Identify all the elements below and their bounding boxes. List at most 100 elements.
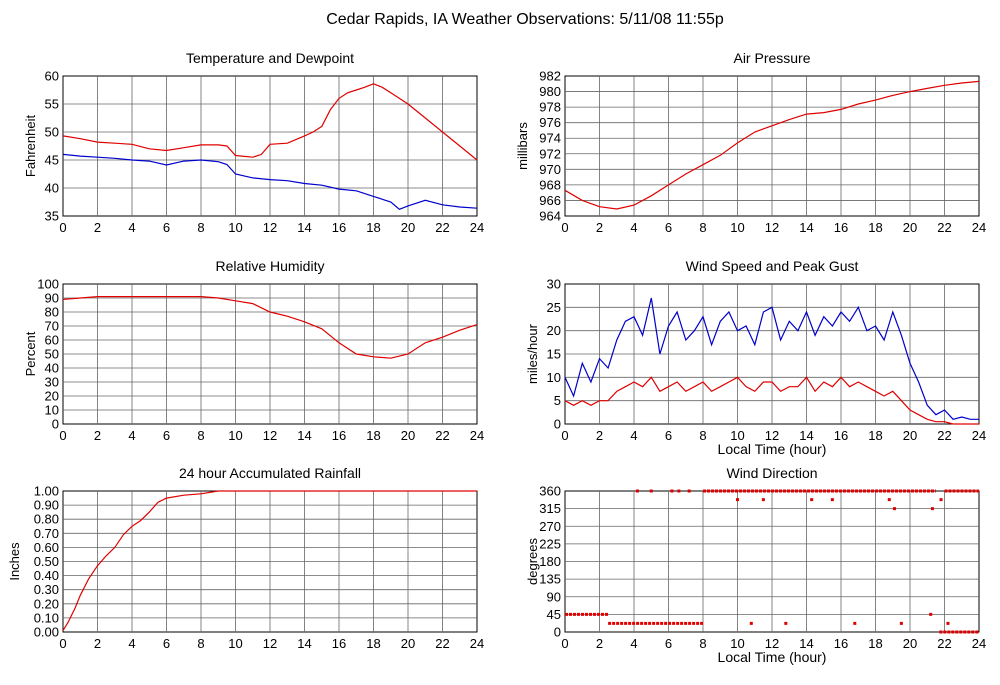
y-tick-label: 978 bbox=[539, 100, 561, 115]
x-tick-label: 20 bbox=[401, 220, 415, 235]
y-tick-label: 90 bbox=[547, 589, 561, 604]
y-tick-label: 0 bbox=[554, 417, 561, 432]
y-tick-label: 70 bbox=[45, 319, 59, 334]
y-tick-label: 40 bbox=[45, 181, 59, 196]
x-tick-label: 24 bbox=[972, 636, 986, 651]
y-tick-label: 360 bbox=[539, 484, 561, 499]
y-tick-label: 10 bbox=[45, 403, 59, 418]
x-tick-label: 8 bbox=[699, 428, 706, 443]
x-tick-label: 10 bbox=[730, 428, 744, 443]
x-tick-label: 2 bbox=[596, 220, 603, 235]
series-line-red bbox=[564, 80, 980, 210]
x-tick-label: 18 bbox=[868, 636, 882, 651]
y-tick-label: 225 bbox=[539, 536, 561, 551]
y-tick-label: 0.90 bbox=[34, 498, 59, 513]
x-tick-label: 4 bbox=[128, 636, 135, 651]
x-tick-label: 6 bbox=[163, 636, 170, 651]
x-tick-label: 8 bbox=[197, 636, 204, 651]
series-line-blue bbox=[564, 297, 979, 420]
x-tick-label: 14 bbox=[297, 428, 311, 443]
x-tick-label: 24 bbox=[470, 636, 484, 651]
direction-point bbox=[670, 489, 674, 493]
x-tick-label: 4 bbox=[630, 636, 637, 651]
y-tick-label: 0.70 bbox=[34, 526, 59, 541]
direction-point bbox=[830, 498, 834, 502]
y-tick-label: 35 bbox=[45, 209, 59, 224]
y-axis-label: Inches bbox=[7, 542, 22, 581]
y-tick-label: 5 bbox=[554, 393, 561, 408]
x-tick-label: 6 bbox=[665, 220, 672, 235]
x-tick-label: 10 bbox=[730, 636, 744, 651]
y-tick-label: 60 bbox=[45, 333, 59, 348]
x-tick-label: 14 bbox=[799, 636, 813, 651]
y-tick-label: 50 bbox=[45, 125, 59, 140]
x-tick-label: 24 bbox=[972, 428, 986, 443]
y-tick-label: 20 bbox=[45, 389, 59, 404]
x-tick-label: 14 bbox=[297, 636, 311, 651]
x-tick-label: 0 bbox=[59, 220, 66, 235]
x-tick-label: 24 bbox=[470, 428, 484, 443]
chart-pressure: 0 2 4 6 8 10 12 14 16 18 20 22 249649669689709729749… bbox=[515, 50, 986, 235]
x-tick-label: 6 bbox=[163, 428, 170, 443]
page-title: Cedar Rapids, IA Weather Observations: 5… bbox=[326, 11, 724, 28]
direction-point bbox=[946, 621, 950, 625]
series-line-red bbox=[62, 83, 478, 161]
x-tick-label: 18 bbox=[868, 428, 882, 443]
y-axis-label: degrees bbox=[525, 538, 540, 585]
y-axis-label: Percent bbox=[23, 331, 38, 376]
direction-point bbox=[810, 498, 814, 502]
x-tick-label: 0 bbox=[59, 428, 66, 443]
direction-point bbox=[887, 498, 891, 502]
chart-title: Temperature and Dewpoint bbox=[186, 50, 354, 66]
y-tick-label: 0.50 bbox=[34, 554, 59, 569]
direction-point bbox=[749, 621, 753, 625]
chart-title: 24 hour Accumulated Rainfall bbox=[179, 465, 361, 481]
y-tick-label: 0 bbox=[554, 625, 561, 640]
x-tick-label: 16 bbox=[332, 220, 346, 235]
y-tick-label: 315 bbox=[539, 501, 561, 516]
direction-point bbox=[892, 507, 896, 511]
x-tick-label: 24 bbox=[972, 220, 986, 235]
x-tick-label: 14 bbox=[799, 428, 813, 443]
y-tick-label: 30 bbox=[45, 375, 59, 390]
y-tick-label: 25 bbox=[547, 300, 561, 315]
x-tick-label: 10 bbox=[228, 220, 242, 235]
y-tick-label: 80 bbox=[45, 305, 59, 320]
x-tick-label: 20 bbox=[903, 636, 917, 651]
x-tick-label: 18 bbox=[366, 220, 380, 235]
direction-point bbox=[687, 489, 691, 493]
y-tick-label: 0.40 bbox=[34, 568, 59, 583]
y-tick-label: 90 bbox=[45, 291, 59, 306]
x-tick-label: 8 bbox=[197, 428, 204, 443]
x-tick-label: 2 bbox=[94, 220, 101, 235]
x-tick-label: 16 bbox=[834, 428, 848, 443]
y-tick-label: 0.00 bbox=[34, 625, 59, 640]
x-tick-label: 2 bbox=[94, 636, 101, 651]
x-tick-label: 16 bbox=[332, 636, 346, 651]
y-tick-label: 972 bbox=[539, 146, 561, 161]
direction-point bbox=[930, 507, 934, 511]
y-tick-label: 0.30 bbox=[34, 582, 59, 597]
x-tick-label: 18 bbox=[366, 636, 380, 651]
x-tick-label: 12 bbox=[263, 428, 277, 443]
chart-dir: 0 2 4 6 8 10 12 14 16 18 20 22 240459013518022527031… bbox=[525, 465, 986, 665]
x-tick-label: 18 bbox=[366, 428, 380, 443]
y-tick-label: 45 bbox=[547, 607, 561, 622]
y-tick-label: 20 bbox=[547, 323, 561, 338]
direction-point bbox=[635, 489, 639, 493]
x-tick-label: 18 bbox=[868, 220, 882, 235]
direction-point bbox=[929, 612, 933, 616]
direction-point bbox=[784, 621, 788, 625]
x-tick-label: 22 bbox=[937, 428, 951, 443]
y-axis-label: millibars bbox=[515, 122, 530, 170]
y-tick-label: 50 bbox=[45, 347, 59, 362]
y-tick-label: 10 bbox=[547, 370, 561, 385]
x-tick-label: 8 bbox=[197, 220, 204, 235]
y-tick-label: 270 bbox=[539, 519, 561, 534]
x-tick-label: 12 bbox=[765, 428, 779, 443]
y-tick-label: 30 bbox=[547, 277, 561, 292]
x-tick-label: 8 bbox=[699, 220, 706, 235]
x-tick-label: 8 bbox=[699, 636, 706, 651]
